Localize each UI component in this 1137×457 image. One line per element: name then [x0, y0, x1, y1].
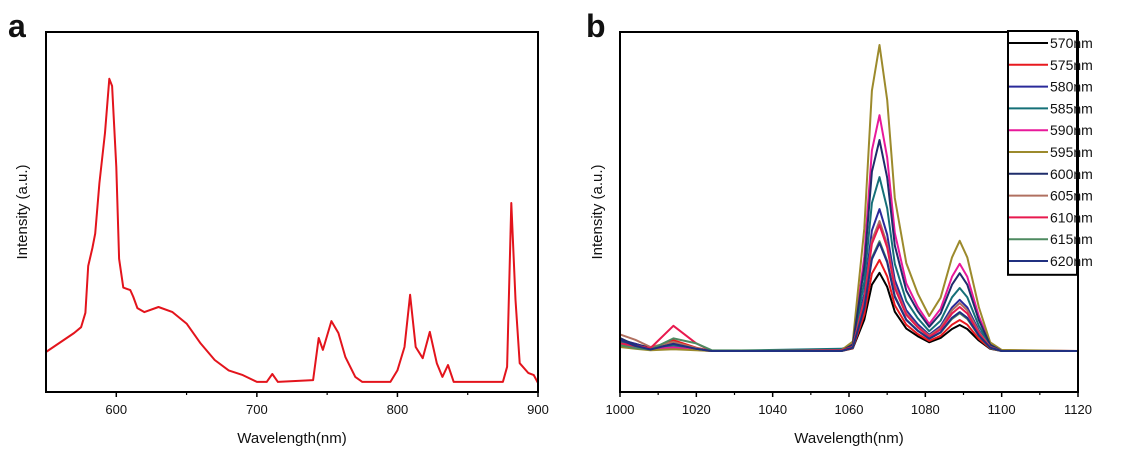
series-line-610nm	[620, 224, 1078, 352]
legend-label: 615nm	[1050, 231, 1093, 247]
series-line-570nm	[620, 271, 1078, 352]
legend-item: 590nm	[1009, 122, 1093, 138]
legend-label: 610nm	[1050, 209, 1093, 225]
legend-label: 595nm	[1050, 144, 1093, 160]
panel-label-a: a	[8, 8, 26, 44]
legend-label: 585nm	[1050, 100, 1093, 116]
x-tick-label: 900	[527, 402, 549, 417]
x-tick-label: 1100	[988, 402, 1016, 417]
legend-item: 605nm	[1009, 188, 1093, 204]
legend-item: 620nm	[1009, 253, 1093, 269]
x-tick-label: 700	[246, 402, 268, 417]
legend-item: 600nm	[1009, 166, 1093, 182]
legend-label: 590nm	[1050, 122, 1093, 138]
legend-item: 585nm	[1009, 100, 1093, 116]
x-tick-label: 600	[105, 402, 127, 417]
chart-a: Wavelength(nm) Intensity (a.u.) 600 700 80…	[14, 31, 549, 447]
y-axis-title-a: Intensity (a.u.)	[14, 164, 31, 259]
x-tick-label: 1060	[835, 402, 864, 417]
x-tick-label: 1020	[682, 402, 711, 417]
legend-item: 570nm	[1009, 35, 1093, 51]
legend-item: 615nm	[1009, 231, 1093, 247]
x-tick-label: 800	[387, 402, 409, 417]
x-tick-label: 1000	[606, 402, 635, 417]
legend-item: 575nm	[1009, 57, 1093, 73]
x-tick-label: 1040	[758, 402, 787, 417]
legend-item: 610nm	[1009, 209, 1093, 225]
legend-label: 620nm	[1050, 253, 1093, 269]
x-tick-label: 1120	[1064, 402, 1092, 417]
legend: 570nm 575nm 580nm 585nm 590nm 595nm 600nm 605nm…	[1007, 30, 1093, 276]
panel-label-b: b	[586, 8, 606, 44]
y-axis-title-b: Intensity (a.u.)	[589, 164, 606, 259]
plot-frame	[45, 31, 539, 393]
chart-b: Wavelength(nm) Intensity (a.u.) 1000 1020…	[589, 30, 1093, 447]
legend-item: 595nm	[1009, 144, 1093, 160]
legend-label: 575nm	[1050, 57, 1093, 73]
legend-label: 605nm	[1050, 188, 1093, 204]
legend-label: 570nm	[1050, 35, 1093, 51]
legend-item: 580nm	[1009, 79, 1093, 95]
legend-label: 600nm	[1050, 166, 1093, 182]
series-line-620nm	[620, 242, 1078, 352]
legend-label: 580nm	[1050, 79, 1093, 95]
x-axis-title-a: Wavelength(nm)	[237, 430, 346, 447]
x-tick-label: 1080	[911, 402, 940, 417]
series-line-spectrum	[46, 77, 538, 384]
x-axis-title-b: Wavelength(nm)	[794, 430, 903, 447]
series-line-595nm	[620, 44, 1078, 352]
